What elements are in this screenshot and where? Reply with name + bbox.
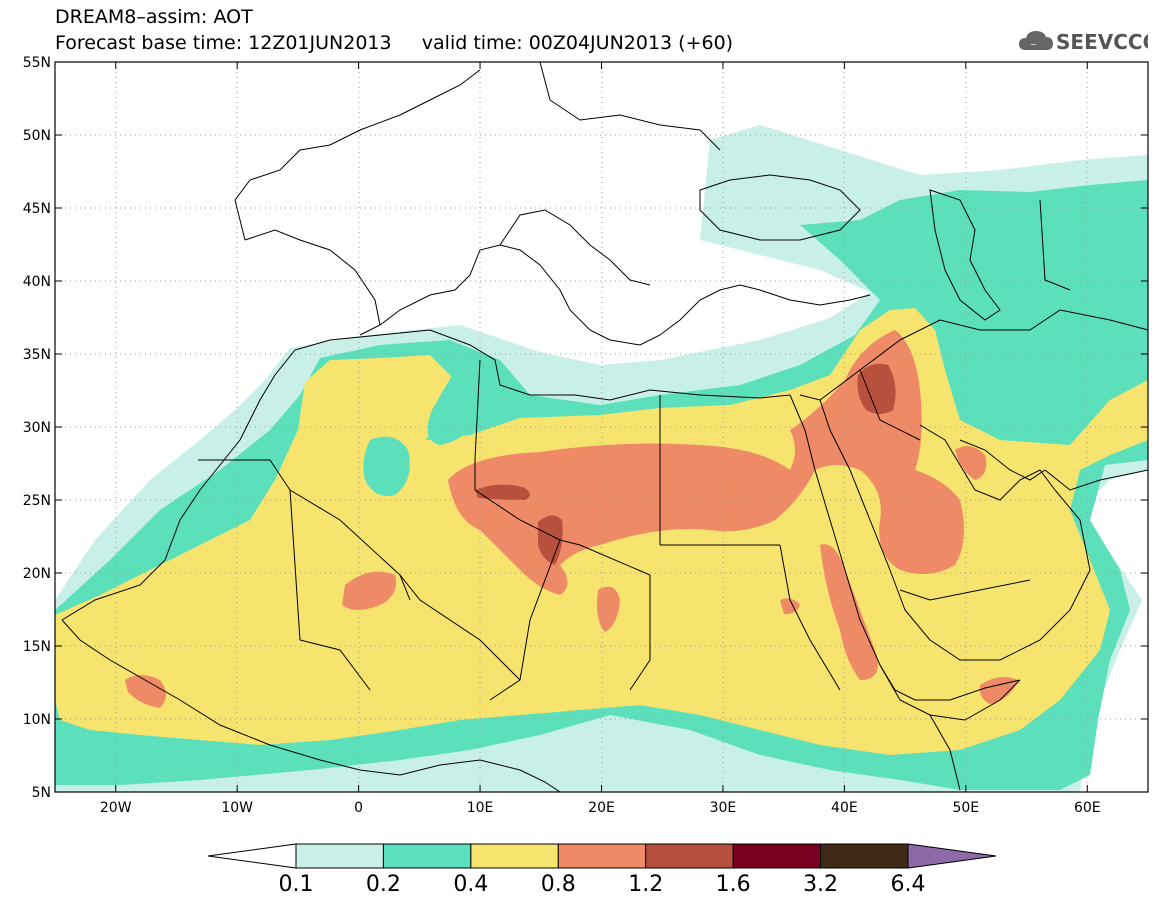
colorbar-cell — [732, 843, 822, 869]
colorbar-low-triangle — [207, 843, 297, 869]
lon-tick-label: 20E — [588, 800, 615, 816]
aot-level-0.8-patch — [820, 544, 878, 680]
seevccc-logo: ~ SEEVCCC — [1018, 26, 1157, 56]
lon-tick-label: 60E — [1074, 800, 1101, 816]
aot-level-1.2 — [475, 484, 530, 500]
aot-level-0.8-patch — [955, 446, 987, 480]
forecast-times: Forecast base time: 12Z01JUN2013 valid t… — [55, 32, 734, 54]
aot-level-0.8-patch — [342, 571, 396, 610]
svg-text:~: ~ — [1030, 40, 1037, 49]
colorbar-cell — [820, 843, 909, 869]
colorbar-label: 0.1 — [279, 872, 314, 897]
lat-tick-label: 20N — [23, 566, 51, 582]
colorbar-label: 0.2 — [366, 872, 401, 897]
colorbar-cell — [557, 843, 647, 869]
colorbar-label: 6.4 — [891, 872, 926, 897]
colorbar-label: 3.2 — [803, 872, 838, 897]
colorbar-label: 1.2 — [628, 872, 663, 897]
lat-tick-label: 15N — [23, 639, 51, 655]
aot-level-0.2-patch — [427, 370, 479, 445]
lon-tick-label: 10E — [467, 800, 494, 816]
lat-tick-label: 55N — [23, 55, 51, 71]
lat-tick-label: 5N — [32, 785, 51, 801]
colorbar-high-triangle — [907, 843, 997, 869]
aot-level-0.2-patch — [363, 436, 410, 496]
colorbar-label: 0.8 — [541, 872, 576, 897]
aot-level-0.8-patch — [596, 586, 620, 632]
colorbar-label: 0.4 — [453, 872, 488, 897]
aot-level-1.2 — [857, 363, 896, 414]
aot-level-0.8 — [448, 330, 964, 595]
lon-tick-label: 10W — [221, 800, 253, 816]
lon-tick-label: 50E — [952, 800, 979, 816]
lat-tick-label: 35N — [23, 347, 51, 363]
longitude-labels: 20W 10W 0 10E 20E 30E 40E 50E 60E — [100, 800, 1101, 816]
aot-level-0.8-patch — [979, 676, 1018, 704]
colorbar-cell — [382, 843, 472, 869]
coastlines — [61, 62, 1148, 792]
lat-tick-label: 10N — [23, 712, 51, 728]
colorbar-label: 1.6 — [716, 872, 751, 897]
latitude-labels: 5N 10N 15N 20N 25N 30N 35N 40N 45N 50N 55N — [23, 55, 51, 801]
lat-tick-label: 25N — [23, 493, 51, 509]
colorbar-cell — [645, 843, 734, 869]
lon-tick-label: 0 — [354, 800, 363, 816]
lat-tick-label: 45N — [23, 201, 51, 217]
map-title: DREAM8–assim: AOT — [55, 6, 253, 28]
lon-tick-label: 30E — [710, 800, 737, 816]
cloud-icon: ~ SEEVCCC — [1019, 30, 1157, 54]
aot-level-0.8-patch — [125, 675, 166, 708]
colorbar-cell — [295, 843, 384, 869]
axis-ticks — [55, 61, 1148, 793]
lat-tick-label: 50N — [23, 128, 51, 144]
lon-tick-label: 20W — [100, 800, 132, 816]
lon-tick-label: 40E — [831, 800, 858, 816]
logo-text: SEEVCCC — [1056, 30, 1148, 54]
aot-level-1.2 — [538, 515, 563, 565]
colorbar-cell — [470, 843, 559, 869]
colorbar: 0.1 0.2 0.4 0.8 1.2 1.6 3.2 6.4 — [207, 843, 997, 897]
lat-tick-label: 30N — [23, 420, 51, 436]
lat-tick-label: 40N — [23, 274, 51, 290]
